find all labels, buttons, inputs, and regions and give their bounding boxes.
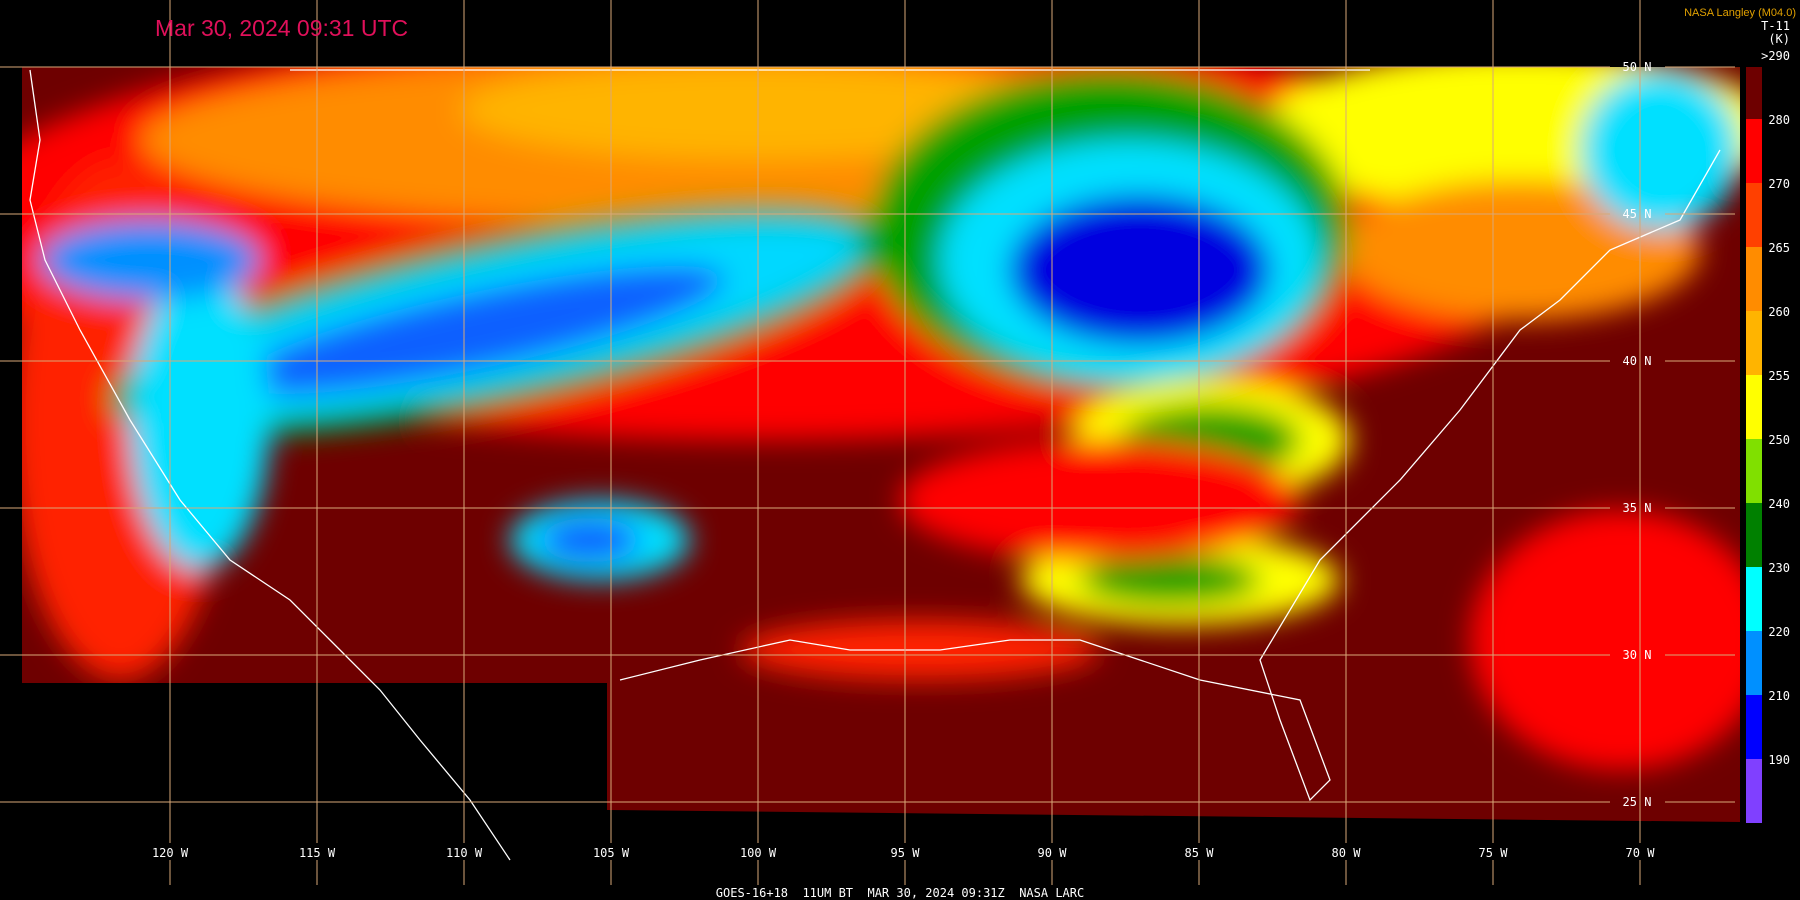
colorbar-label: 255	[1768, 369, 1790, 383]
colorbar-label: 270	[1768, 177, 1790, 191]
colorbar-segment	[1746, 439, 1762, 503]
colorbar-label: 230	[1768, 561, 1790, 575]
latitude-label: 40 N	[1623, 354, 1652, 368]
colorbar-label: >290	[1761, 49, 1790, 63]
coastlines	[29, 69, 1721, 861]
latitude-label: 50 N	[1623, 60, 1652, 74]
longitude-label: 115 W	[299, 846, 336, 860]
lat-lon-grid: 50 N 45 N 40 N 35 N 30 N 25 N 120 W 115 W 110 W 1…	[0, 0, 1735, 885]
colorbar-label: 240	[1768, 497, 1790, 511]
colorbar-segment	[1746, 759, 1762, 823]
colorbar-label: 220	[1768, 625, 1790, 639]
footer: GOES-16+18 11UM BT MAR 30, 2024 09:31Z N…	[716, 886, 1084, 900]
colorbar-label: 280	[1768, 113, 1790, 127]
longitude-label: 75 W	[1479, 846, 1509, 860]
colorbar-segment	[1746, 183, 1762, 247]
latitude-label: 30 N	[1623, 648, 1652, 662]
units: (K)	[1768, 32, 1790, 46]
colorbar-label: 265	[1768, 241, 1790, 255]
product: T-11	[1761, 19, 1790, 33]
colorbar-segment	[1746, 67, 1762, 119]
colorbar-segment	[1746, 503, 1762, 567]
colorbar-label: 190	[1768, 753, 1790, 767]
colorbar-segment	[1746, 567, 1762, 631]
colorbar-segment	[1746, 375, 1762, 439]
source: NASA Langley (M04.0)	[1684, 7, 1796, 19]
latitude-label: 45 N	[1623, 207, 1652, 221]
longitude-label: 100 W	[740, 846, 777, 860]
latitude-label: 35 N	[1623, 501, 1652, 515]
colorbar-label: 210	[1768, 689, 1790, 703]
longitude-label: 105 W	[593, 846, 630, 860]
longitude-label: 95 W	[891, 846, 921, 860]
colorbar-segment	[1746, 119, 1762, 183]
colorbar-segment	[1746, 247, 1762, 311]
colorbar-label: 260	[1768, 305, 1790, 319]
longitude-label: 85 W	[1185, 846, 1215, 860]
colorbar: >290 280 270 265 260 255 250 240 230 220 210 190	[1746, 49, 1790, 823]
latitude-label: 25 N	[1623, 795, 1652, 809]
longitude-label: 70 W	[1626, 846, 1656, 860]
timestamp: Mar 30, 2024 09:31 UTC	[155, 15, 408, 41]
colorbar-segment	[1746, 311, 1762, 375]
colorbar-segment	[1746, 695, 1762, 759]
longitude-label: 80 W	[1332, 846, 1362, 860]
colorbar-label: 250	[1768, 433, 1790, 447]
longitude-label: 110 W	[446, 846, 483, 860]
longitude-label: 90 W	[1038, 846, 1068, 860]
longitude-label: 120 W	[152, 846, 189, 860]
colorbar-segment	[1746, 631, 1762, 695]
